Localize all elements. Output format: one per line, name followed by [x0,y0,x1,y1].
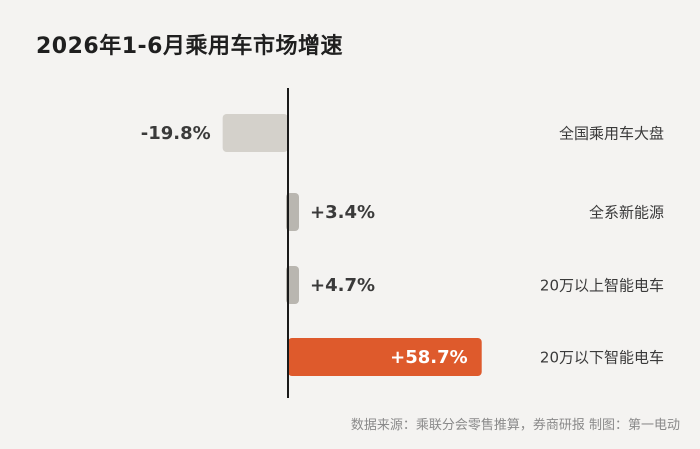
data-label: -19.8% [141,123,211,144]
bar [288,338,482,376]
bar [286,266,299,304]
category-label: 20万以下智能电车 [540,349,664,367]
category-label: 20万以上智能电车 [540,277,664,295]
data-label: +4.7% [310,275,375,296]
category-label: 全国乘用车大盘 [559,125,664,143]
data-label: +58.7% [390,347,468,368]
chart-title: 2026年1-6月乘用车市场增速 [36,34,343,59]
source-note: 数据来源：乘联分会零售推算，券商研报 制图：第一电动 [350,418,680,433]
category-label: 全系新能源 [589,204,664,222]
bar [222,114,288,152]
bar [286,193,299,231]
data-label: +3.4% [310,202,375,223]
